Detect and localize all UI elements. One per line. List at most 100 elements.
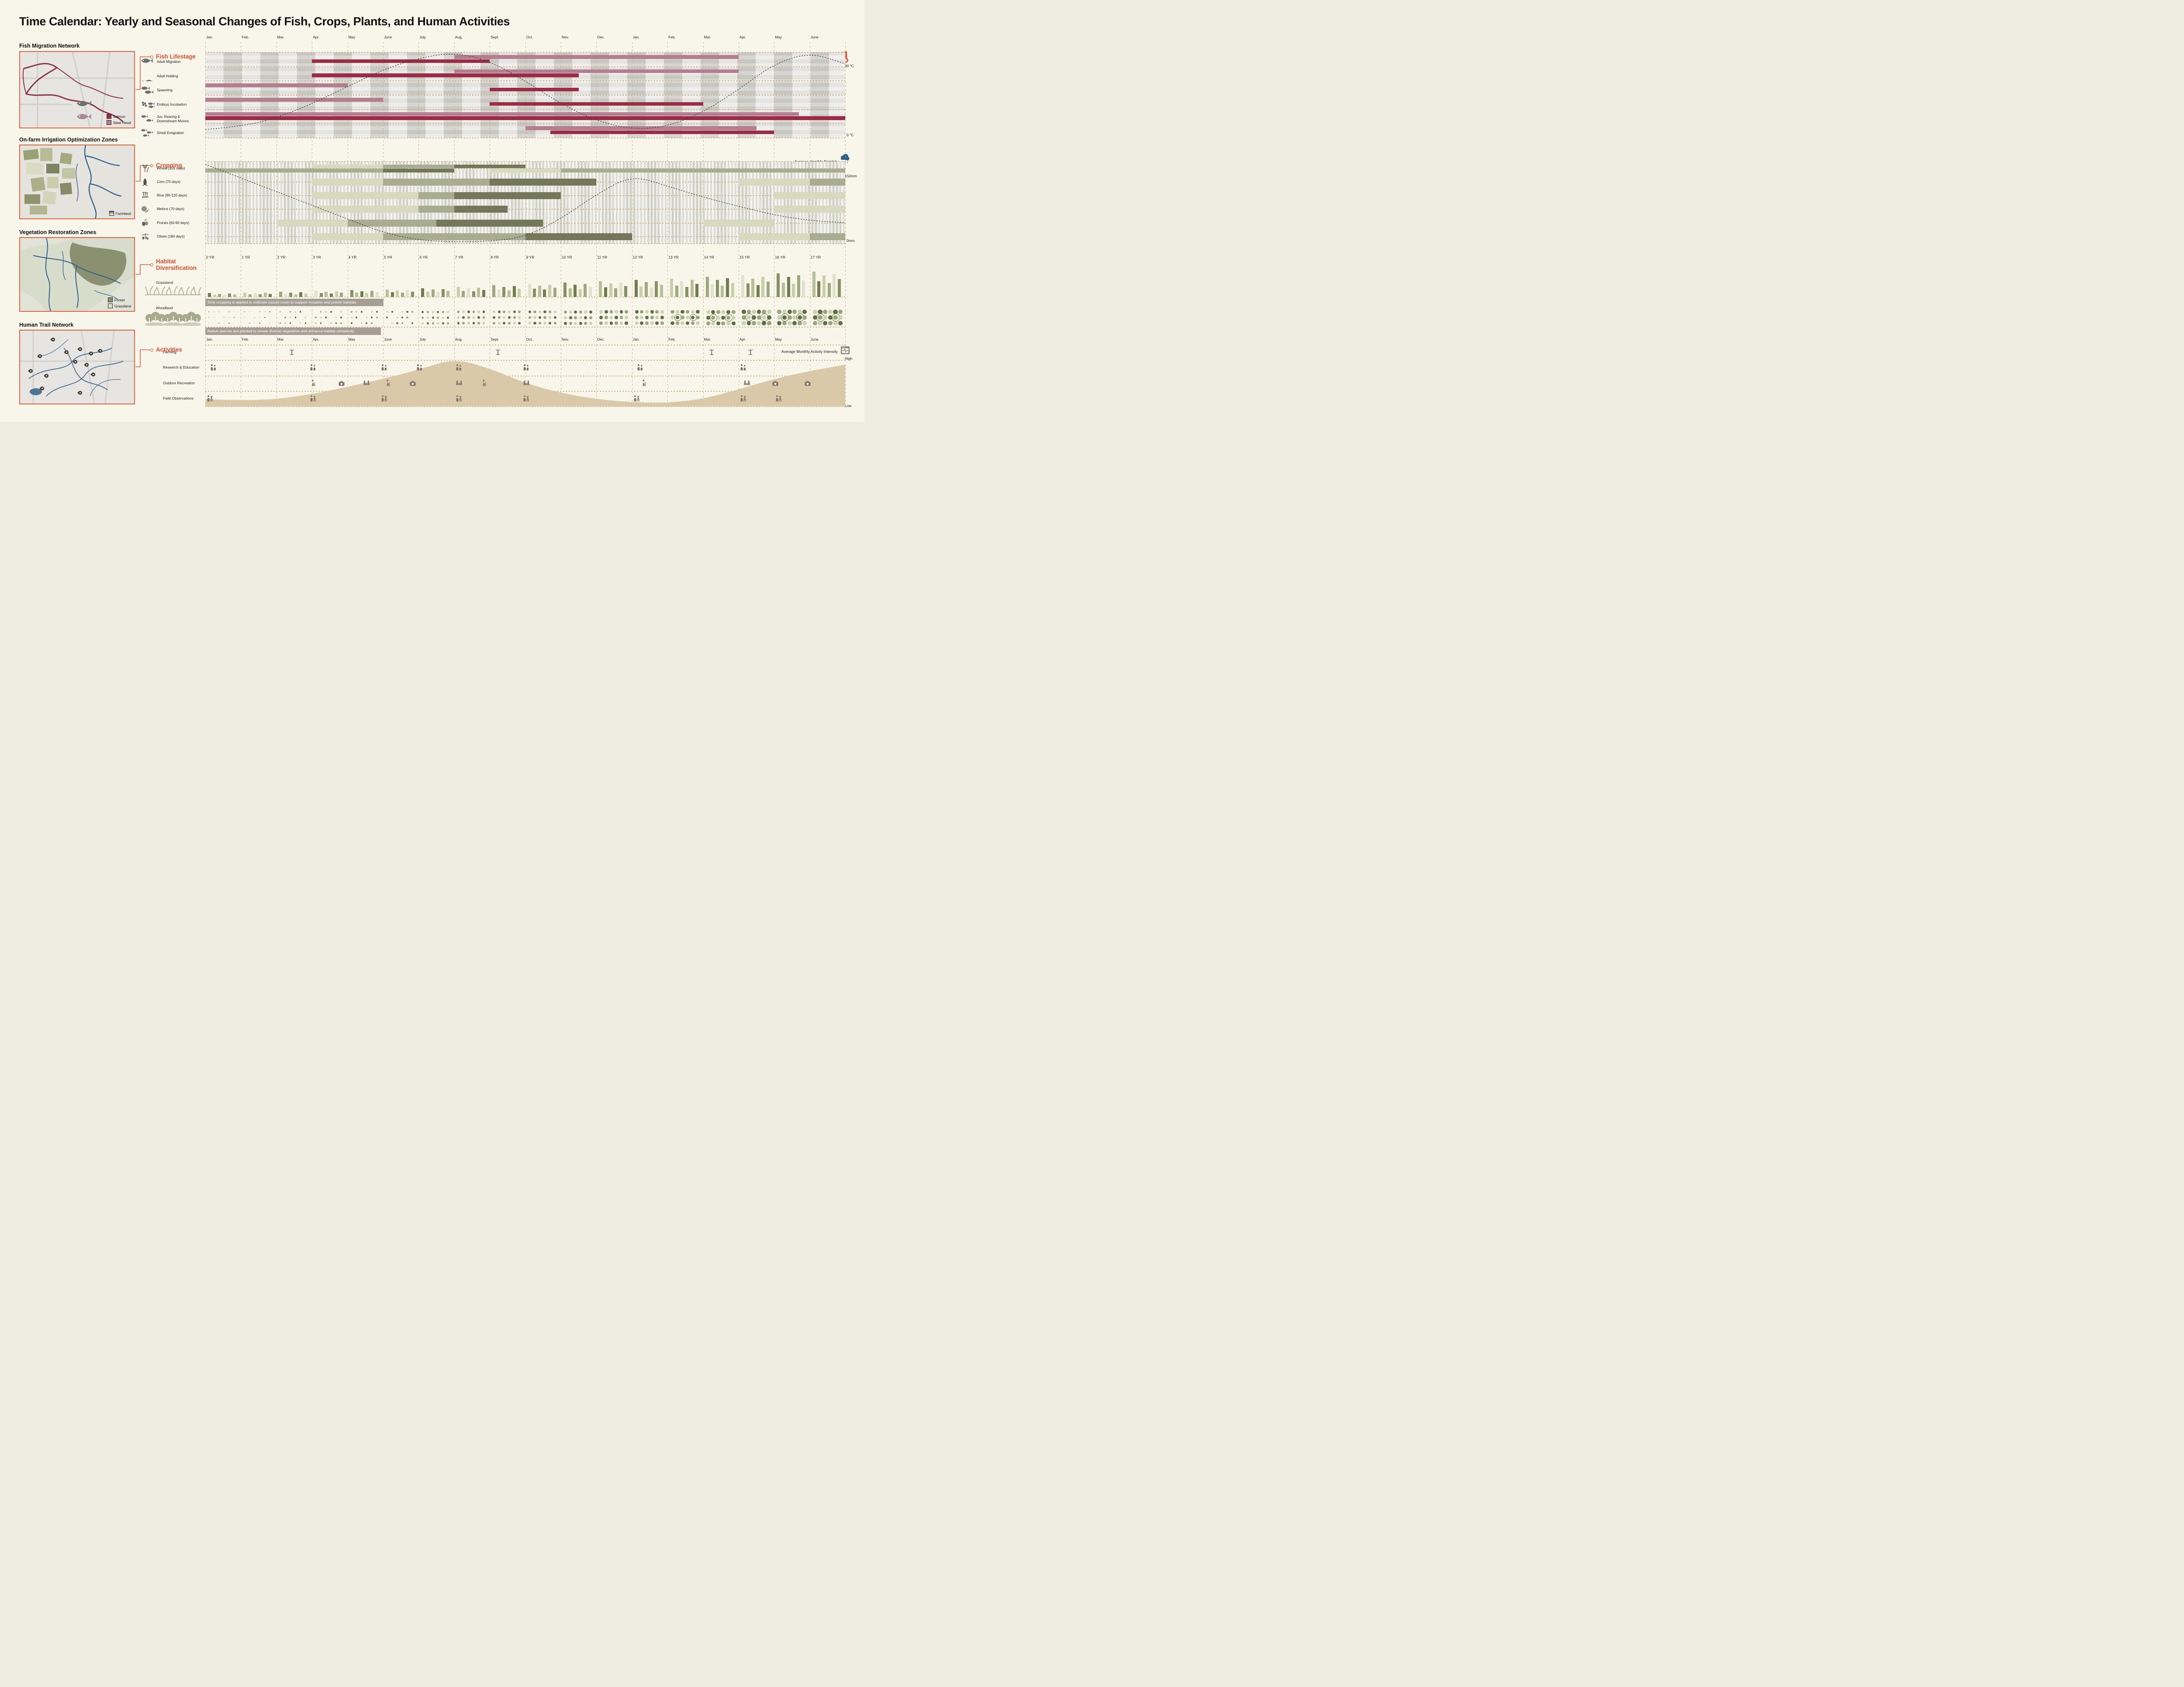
grassland-bar [228,293,232,297]
month-axis-label: Sept. [491,35,499,39]
map-title-trails: Human Trail Network [19,322,74,328]
grassland-bar [837,279,841,297]
month-gridline [205,42,206,407]
grassland-bar [223,295,226,297]
people-icon [456,364,463,371]
month-axis-label-activities: June [384,337,392,342]
woodland-dot [777,315,782,320]
woodland-dot [767,315,771,320]
grassland-bar [741,275,744,297]
grassland-bar [705,276,709,297]
woodland-dot [731,321,736,325]
woodland-dot [696,310,700,314]
crop-bar-medium [383,178,490,186]
fish-row-divider [205,123,846,124]
crop-bar-light [312,233,383,240]
woodland-dot [655,321,659,325]
tripod-icon [740,395,747,402]
grassland-bar [330,293,333,297]
woodland-dot [787,310,792,314]
woodland-dot [320,317,322,318]
woodland-dot [792,321,797,325]
woodland-dot [625,310,628,314]
woodland-dot [249,311,250,313]
grassland-bar [756,285,760,297]
woodland-dot [762,321,766,325]
forest-zone-area [69,242,127,286]
month-axis-label-activities: Apr. [740,337,746,342]
woodland-dot [650,316,654,319]
woodland-dot [675,310,680,314]
section-header-activities: Activities [156,346,183,353]
grassland-bar [685,286,688,297]
grassland-bar [782,282,785,297]
grassland-bar [289,293,292,297]
grassland-bar [233,294,236,297]
grassland-bar [446,291,450,297]
grassland-bar [690,280,694,297]
woodland-dot [543,321,546,325]
map-title-irrigation: On-farm Irrigation Optimization Zones [19,137,118,143]
crop-bar-dark [525,233,632,240]
woodland-dot [244,311,245,313]
woodland-dot [605,321,608,325]
tree-mounds [145,322,201,326]
tripod-icon [775,395,782,402]
habitat-row-label-grassland: Grassland [156,280,173,285]
woodland-dot [752,321,756,325]
month-axis-label-activities: Jan. [206,337,213,342]
woodland-dot [589,310,592,314]
woodland-dot [660,321,664,325]
woodland-dot [437,322,439,324]
map-legend-item: Farmland [109,211,131,216]
month-axis-label: Aug. [455,35,463,39]
month-axis-label: Jan. [206,35,213,39]
grassland-bar [218,293,221,297]
woodland-dot [457,316,460,319]
month-axis-label-activities: May [348,337,356,342]
legend-label: Forest [114,297,125,302]
woodland-dot [447,310,449,313]
woodland-dot [234,311,235,313]
woodland-dot [401,322,404,324]
woodland-dot [619,321,623,325]
crop-bar-medium [561,169,846,172]
rainfall-curve-line [205,164,846,242]
map-roads [20,52,134,128]
woodland-dot [462,322,465,324]
woodland-dot [284,322,286,324]
woodland-dot [259,311,260,313]
farmland-parcels [23,148,75,214]
crop-bar-medium [418,206,454,213]
grassland-bar [253,293,257,297]
woodland-dot [726,310,730,314]
people-icon [416,364,423,371]
grassland-bar [431,290,435,297]
woodland-dot [828,315,833,320]
fish-row-divider [205,95,846,96]
grassland-bar [599,281,602,297]
woodland-dot [553,321,556,325]
juvenile-rearing-icon [140,114,156,124]
woodland-dot [437,310,439,313]
woodland-dot [818,309,822,314]
woodland-dot [802,321,807,325]
month-gridline [596,42,597,407]
woodland-dot [335,322,337,324]
fish-row-divider [205,80,846,82]
woodland-dot [290,317,291,318]
woodland-dot [208,317,210,318]
woodland-dot [686,310,690,314]
month-axis-label: June [384,35,392,39]
woodland-dot [376,311,378,313]
year-axis-label: 0 YR [206,255,214,259]
grassland-bar [609,283,612,297]
map-title-fish-migration: Fish Migration Network [19,43,80,49]
woodland-dot [645,310,649,314]
crop-bar-light [703,219,774,227]
woodland-dot [386,310,388,313]
grassland-bar [512,286,516,297]
woodland-dot [549,321,552,325]
year-axis-label: 13 YR [668,255,679,259]
woodland-dot [259,317,260,318]
